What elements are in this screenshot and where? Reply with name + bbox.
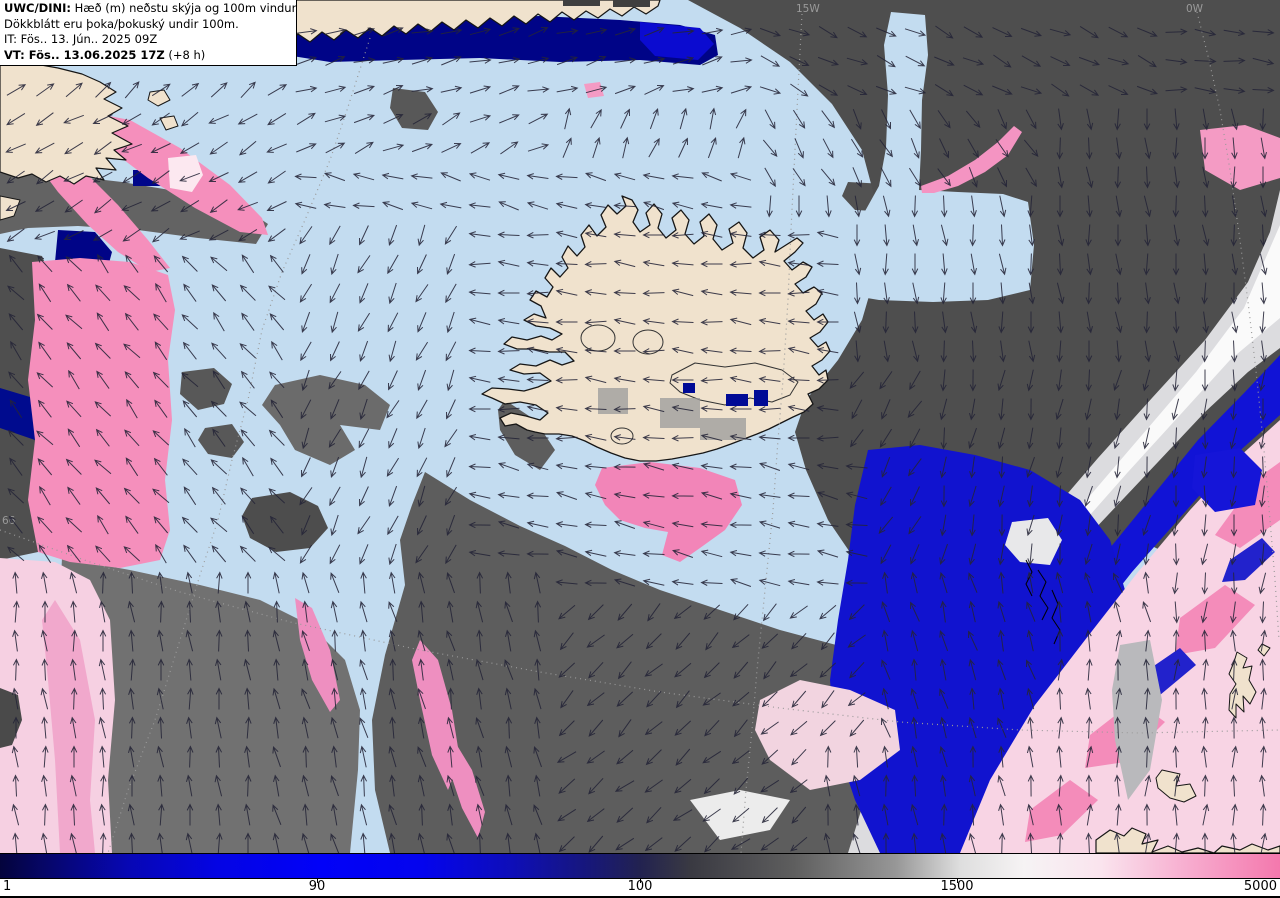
cloud-west-of-iceland	[262, 375, 390, 465]
land-island-b	[159, 115, 179, 131]
colorbar-tick-label: 90	[308, 879, 326, 894]
legend-init-time-line: IT: Fös.. 13. Jún.. 2025 09Z	[4, 32, 292, 48]
pink-streak-bl3	[450, 742, 485, 838]
land-island-c	[0, 195, 21, 221]
land-scotland	[1095, 827, 1215, 853]
cloud-blob-top	[390, 88, 438, 130]
colorbar-tick-label: 1500	[940, 879, 974, 894]
model-name: UWC/DINI:	[4, 1, 71, 15]
pink-mass-west	[28, 258, 175, 568]
legend-valid-time-line: VT: Fös.. 13.06.2025 17Z (+8 h)	[4, 48, 292, 64]
land-greenland-top	[239, 0, 661, 47]
colorbar-gradient	[0, 853, 1280, 879]
colorbar-tick	[317, 879, 318, 883]
land-scotland-east	[1213, 843, 1280, 853]
faroe-white-patch	[1005, 518, 1062, 565]
pink-field-southeast	[960, 420, 1280, 853]
coast-faroe-2	[1037, 569, 1049, 621]
pink-streak-se4	[1025, 780, 1098, 842]
pink-streak-bl1	[295, 598, 340, 712]
init-time-text: IT: Fös.. 13. Jún.. 2025 09Z	[4, 32, 158, 46]
cloud-bit-coast1	[598, 388, 628, 414]
land-island-a	[147, 89, 171, 107]
legend-title-line: UWC/DINI: Hæð (m) neðstu skýja og 100m v…	[4, 1, 296, 17]
pink-strip-streak	[42, 600, 95, 853]
colorbar-tick-label: 5000	[1243, 879, 1277, 894]
pink-patch-south-iceland	[595, 462, 742, 562]
cloud-blob-a	[180, 368, 232, 410]
colorbar-tick-label: 100	[627, 879, 653, 894]
graticule-label: 66	[2, 515, 16, 527]
weather-map: 15W 0W 66	[0, 0, 1280, 853]
fog-bit-coast1	[683, 383, 695, 393]
dark-bit-top1	[563, 0, 600, 6]
colorbar-tick	[640, 879, 641, 883]
dark-bit-top2	[613, 0, 650, 7]
land-shetland	[1228, 651, 1257, 719]
fog-bit-coast2	[726, 394, 748, 406]
fog-band-bright-end	[640, 22, 714, 60]
cloud-bit-coast2	[660, 398, 700, 428]
fog-blob-right	[1192, 448, 1262, 512]
white-streak-bottom	[690, 790, 790, 840]
valid-time-offset: (+8 h)	[164, 47, 206, 62]
pink-patch-topright	[1200, 125, 1280, 190]
valid-time-text: VT: Fös.. 13.06.2025 17Z	[4, 47, 165, 62]
gray-streak-se	[1112, 640, 1162, 800]
legend-title-text: Hæð (m) neðstu skýja og 100m vindur	[71, 1, 297, 15]
coast-faroe-1	[1025, 559, 1033, 597]
legend-description-text: Dökkblátt eru þoka/þokuský undir 100m.	[4, 16, 239, 31]
parallel-66n	[0, 529, 1280, 734]
pink-bit-top	[584, 82, 604, 98]
graticule-label: 15W	[796, 3, 820, 15]
fog-streak-se1	[1222, 538, 1275, 582]
colorbar-tick	[957, 879, 958, 883]
colorbar-tick-label: 1	[3, 879, 12, 894]
glacier-myrdalsjokull	[610, 427, 634, 445]
wind-arrows	[5, 25, 1275, 853]
pale-patch-center	[755, 680, 900, 790]
ocean-bay-gap	[829, 12, 1034, 302]
cloud-bit-coast3	[700, 418, 746, 440]
graticule-label: 0W	[1186, 3, 1204, 15]
cloud-height-colorbar: 1 90 100 1500 5000	[0, 853, 1280, 898]
fog-bit-coast3	[754, 390, 768, 406]
legend-description-line: Dökkblátt eru þoka/þokuský undir 100m.	[4, 17, 292, 33]
pink-streak-ne	[921, 126, 1022, 193]
forecast-legend-box: UWC/DINI: Hæð (m) neðstu skýja og 100m v…	[0, 0, 297, 66]
land-shetland-isle	[1257, 643, 1271, 657]
white-patch-nw	[168, 155, 203, 192]
colorbar-labels: 1 90 100 1500 5000	[0, 879, 1280, 898]
cloud-blob-c	[242, 492, 328, 552]
